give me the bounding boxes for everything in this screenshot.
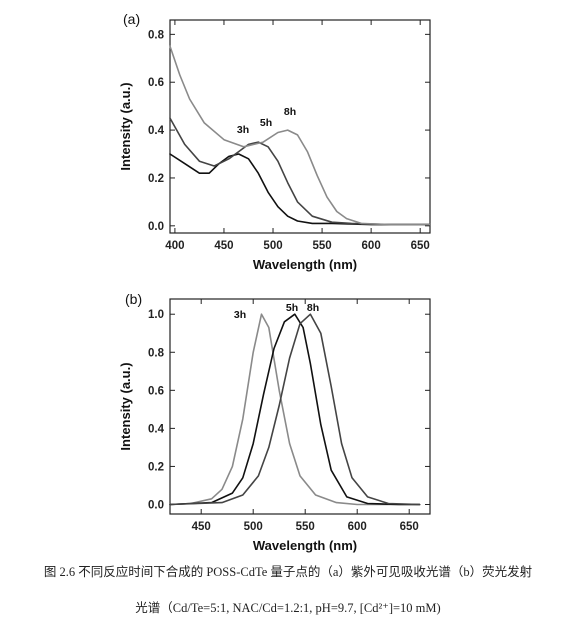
panel-a-x-axis-label: Wavelength (nm): [253, 257, 357, 272]
panel-a-y-tick-label: 0.6: [148, 77, 164, 89]
panel-b-x-tick-label: 500: [244, 521, 263, 533]
panel-b-x-tick-label: 450: [192, 521, 211, 533]
panel-b-series-label-8h: 8h: [307, 302, 319, 314]
panel-a-x-tick-label: 500: [263, 240, 282, 252]
panel-b-series-line-8h: [169, 313, 421, 506]
panel-b-y-tick-label: 0.6: [148, 385, 164, 397]
panel-a-series-line-3h: [169, 153, 431, 226]
panel-a-series-label-8h: 8h: [284, 106, 296, 118]
panel-b-x-tick-label: 600: [348, 521, 367, 533]
panel-b-series-label-3h: 3h: [234, 309, 246, 321]
panel-b-x-tick-label: 550: [296, 521, 315, 533]
panel-a-y-tick-label: 0.8: [148, 29, 165, 41]
panel-a-x-tick-label: 450: [214, 240, 233, 252]
panel-a-y-tick-label: 0.0: [148, 221, 164, 233]
panel-b-x-tick-label: 650: [400, 521, 419, 533]
panel-b-y-tick-label: 0.4: [148, 423, 165, 435]
panel-b-series-label-5h: 5h: [286, 302, 298, 314]
panel-b-y-tick-label: 0.0: [148, 499, 164, 511]
panel-a-x-tick-label: 600: [362, 240, 381, 252]
panel-a-x-tick-label: 650: [411, 240, 430, 252]
figure-canvas: 400 450 500 550 600 650 0.0 0.2 0.4 0.6 0.8 Wavelen…: [118, 11, 431, 553]
panel-a-series-line-5h: [169, 117, 431, 226]
figure-caption-line-1: 图 2.6 不同反应时间下合成的 POSS-CdTe 量子点的（a）紫外可见吸收…: [43, 565, 533, 579]
panel-b-y-axis-label: Intensity (a.u.): [118, 362, 133, 450]
figure-caption-line-2: 光谱（Cd/Te=5:1, NAC/Cd=1.2:1, pH=9.7, [Cd²…: [135, 601, 441, 615]
panel-b-plot-frame: [169, 298, 431, 515]
panel-b-panel-label: (b): [125, 291, 142, 307]
panel-a-series-label-5h: 5h: [260, 117, 272, 129]
panel-b-y-tick-label: 0.2: [148, 461, 164, 473]
panel-b-chart: 450 500 550 600 650 0.0 0.2 0.4 0.6 0.8 1.0 Wavelen…: [118, 291, 431, 553]
panel-a-y-tick-label: 0.4: [148, 125, 165, 137]
panel-a-y-tick-label: 0.2: [148, 173, 164, 185]
panel-a-y-axis-label: Intensity (a.u.): [118, 82, 133, 170]
panel-a-series-label-3h: 3h: [237, 124, 249, 136]
panel-a-chart: 400 450 500 550 600 650 0.0 0.2 0.4 0.6 0.8 Wavelen…: [118, 11, 431, 272]
panel-a-x-tick-label: 550: [312, 240, 331, 252]
panel-b-series-line-5h: [169, 313, 421, 506]
panel-b-y-tick-label: 1.0: [148, 309, 164, 321]
panel-b-x-axis-label: Wavelength (nm): [253, 538, 357, 553]
panel-b-series-line-3h: [169, 313, 421, 506]
panel-a-panel-label: (a): [123, 11, 140, 27]
panel-a-x-tick-label: 400: [165, 240, 184, 252]
panel-a-plot-frame: [169, 19, 431, 234]
panel-b-y-tick-label: 0.8: [148, 347, 165, 359]
panel-a-series-line-8h: [169, 45, 431, 226]
